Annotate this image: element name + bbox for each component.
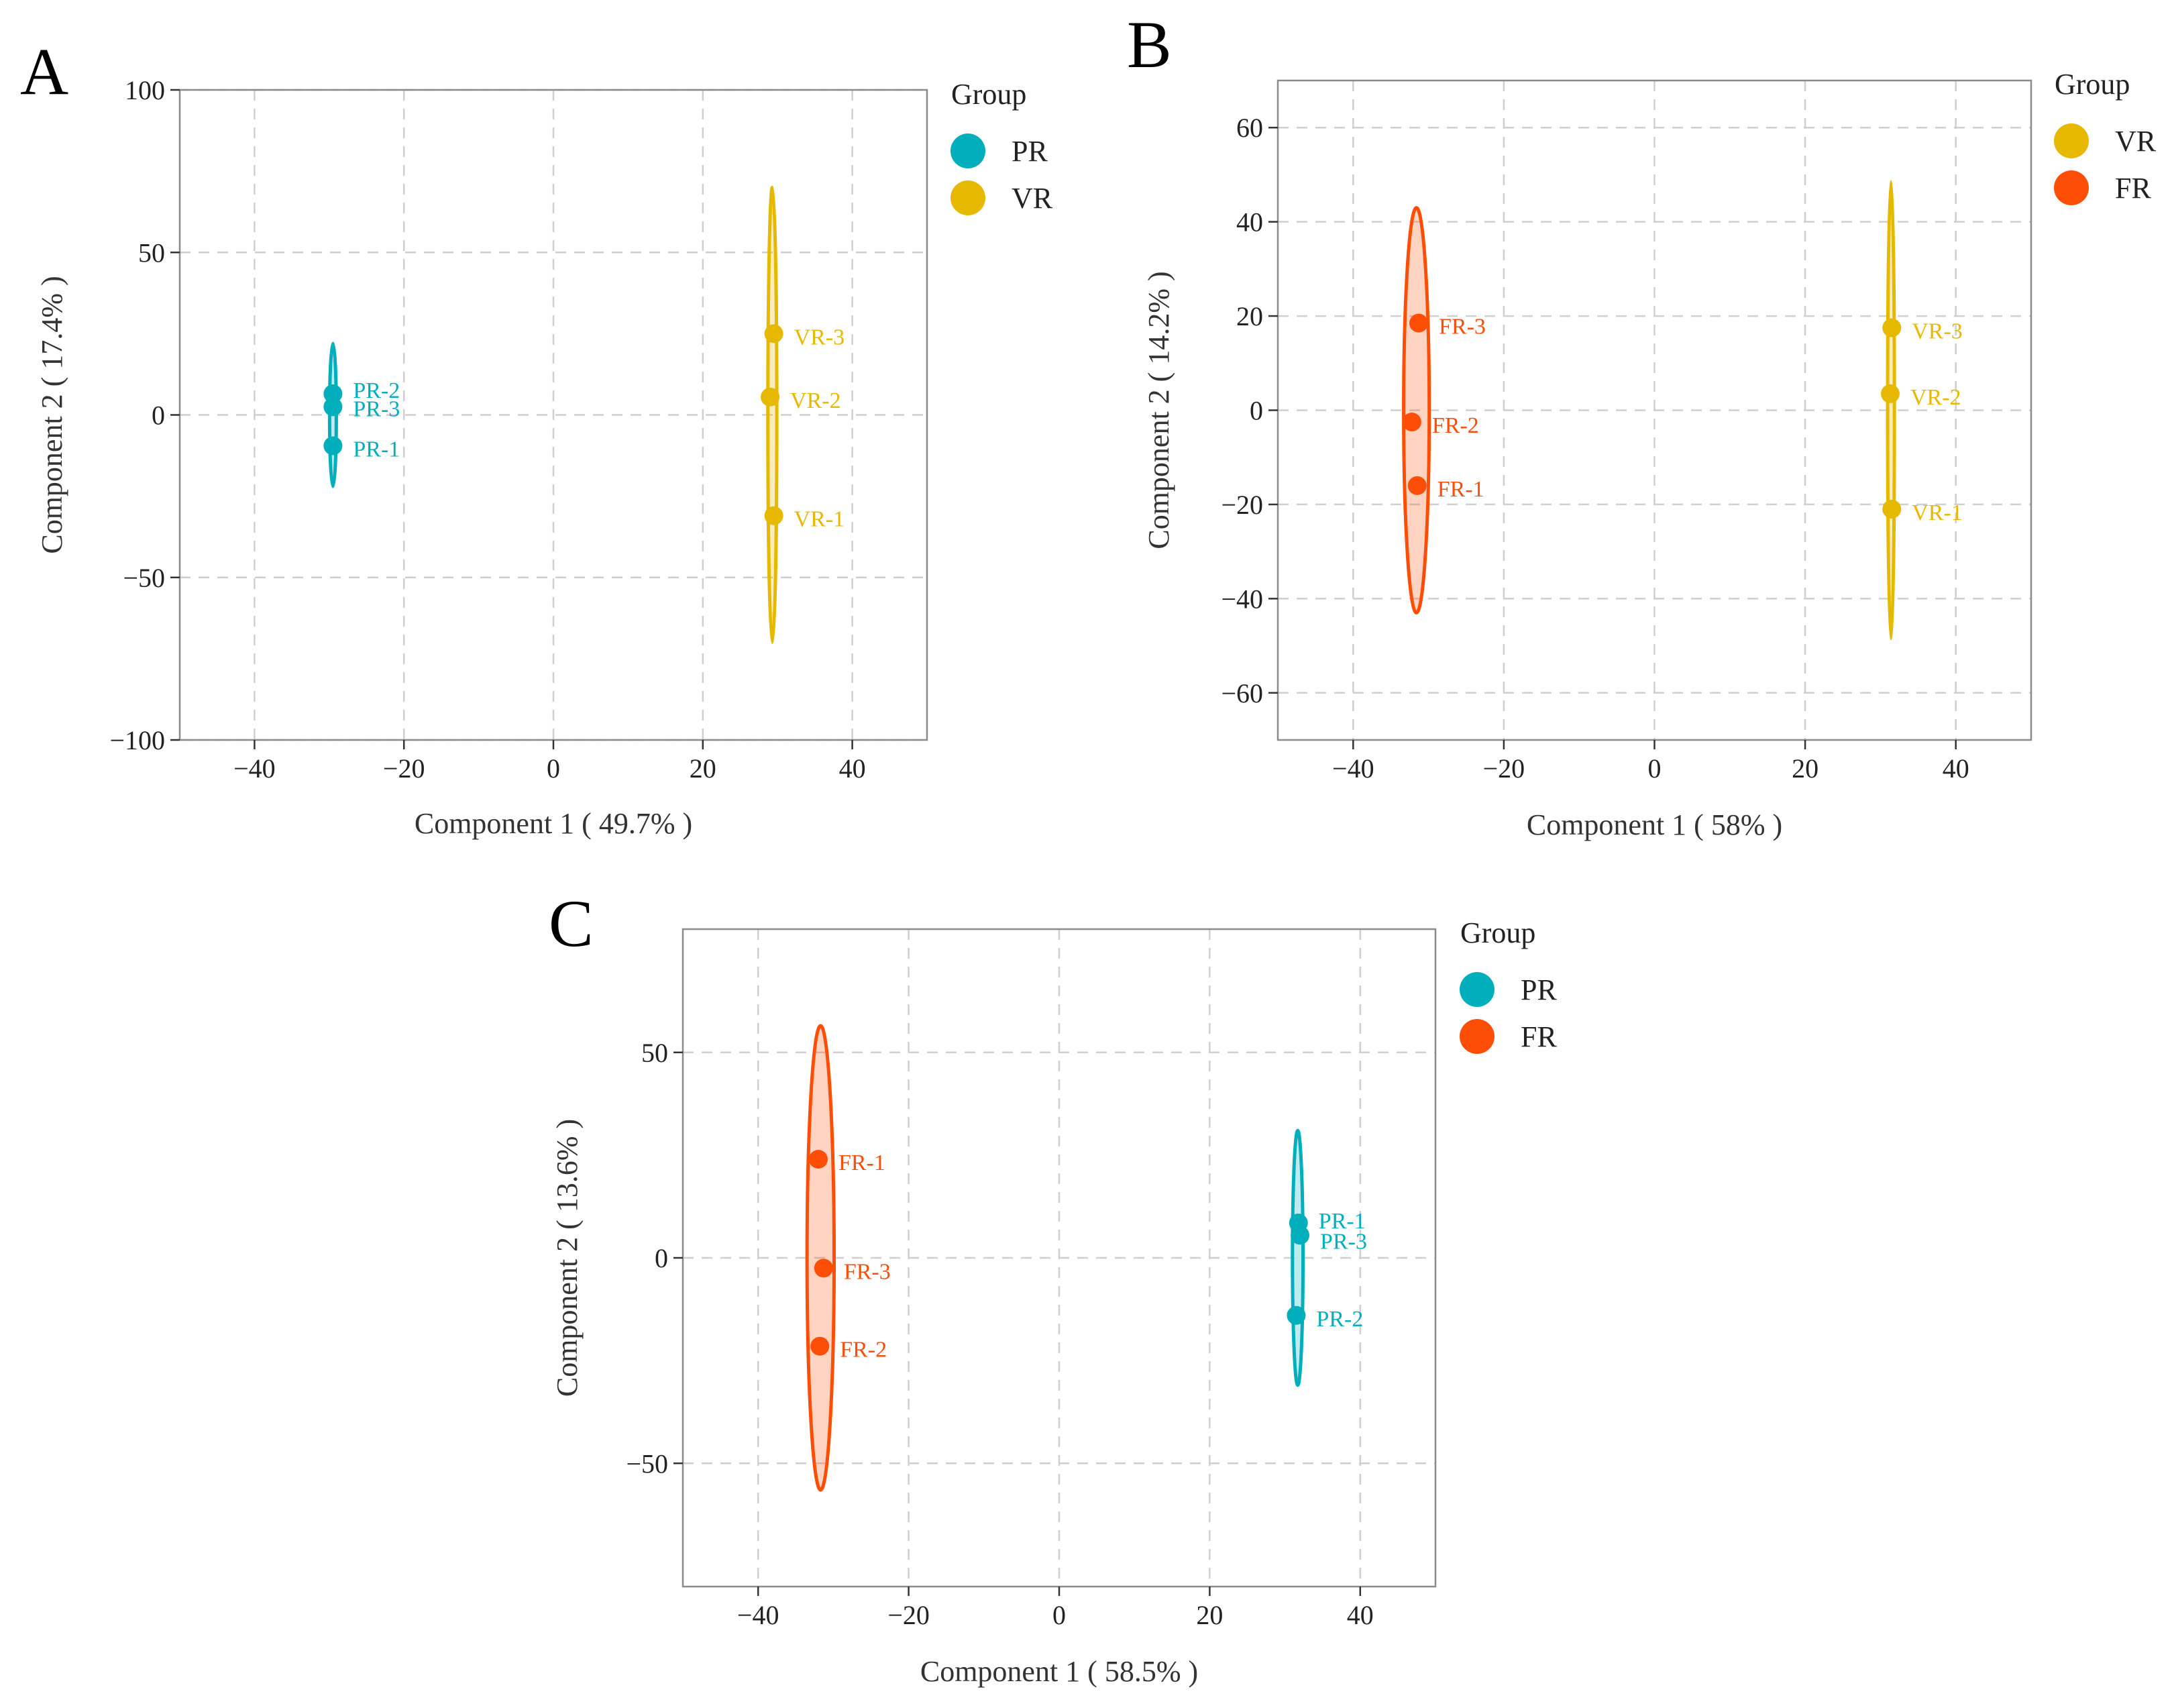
chart-1-legend-title: Group [2055, 68, 2130, 101]
chart-1-y-axis-label: Component 2 ( 14.2% ) [1142, 271, 1175, 549]
chart-0-point-pr-1 [323, 436, 343, 456]
chart-1-point-label-fr-2: FR-2 [1432, 413, 1479, 438]
chart-1-x-tick-label-2: 0 [1648, 753, 1662, 784]
chart-0-y-tick-label-2: 0 [152, 401, 165, 431]
chart-1-point-fr-3 [1409, 313, 1429, 333]
chart-2-point-fr-2 [810, 1336, 830, 1356]
chart-1-point-label-fr-3: FR-3 [1439, 315, 1486, 339]
chart-1-panel-label: B [1127, 7, 1172, 82]
chart-0-x-tick-label-2: 0 [547, 753, 560, 784]
chart-2-x-tick-label-3: 20 [1196, 1600, 1223, 1630]
chart-2-point-label-fr-2: FR-2 [840, 1338, 887, 1363]
chart-1-ellipse-vr [1886, 180, 1896, 641]
chart-1-y-tick-label-6: 60 [1236, 113, 1263, 143]
chart-0-x-tick-label-1: −20 [383, 753, 425, 784]
chart-1-y-tick-label-5: 40 [1236, 207, 1263, 237]
chart-0-legend-key-pr [950, 134, 985, 168]
chart-1-point-fr-1 [1407, 476, 1427, 495]
chart-0-point-label-vr-1: VR-1 [794, 507, 845, 532]
chart-0-ellipse-vr [766, 185, 779, 645]
chart-0-x-tick-label-3: 20 [690, 753, 716, 784]
chart-1-y-tick-label-4: 20 [1236, 301, 1263, 331]
chart-2-point-label-fr-3: FR-3 [844, 1259, 891, 1284]
chart-1-point-vr-3 [1882, 318, 1902, 337]
chart-0-y-tick-label-1: −50 [123, 563, 165, 593]
chart-2-legend-key-pr [1460, 972, 1494, 1007]
chart-2-legend-label-fr: FR [1521, 1020, 1557, 1053]
chart-1-y-tick-label-2: −20 [1221, 490, 1263, 520]
chart-1-x-tick-label-4: 40 [1943, 753, 1969, 784]
chart-2-y-tick-label-1: 0 [655, 1243, 668, 1273]
chart-0-point-vr-3 [764, 324, 783, 343]
chart-1-point-vr-1 [1882, 499, 1902, 519]
chart-2-point-pr-2 [1287, 1305, 1306, 1325]
chart-1-legend-key-fr [2054, 170, 2089, 205]
chart-0-point-vr-2 [761, 387, 780, 407]
chart-2-point-label-fr-1: FR-1 [838, 1151, 885, 1175]
chart-0-point-label-pr-1: PR-1 [353, 437, 400, 462]
chart-1-ellipse-fr [1402, 206, 1431, 615]
chart-2-point-label-pr-1: PR-1 [1319, 1209, 1366, 1234]
chart-2-panel-label: C [549, 886, 594, 961]
chart-1-point-label-vr-2: VR-2 [1910, 385, 1961, 410]
panel-c: C −40 −20 0 20 40 −50 0 50 Component 1 ( 58.5% ) C… [549, 886, 1557, 1688]
chart-1-x-tick-label-1: −20 [1483, 753, 1525, 784]
chart-1-x-tick-label-0: −40 [1332, 753, 1374, 784]
chart-2-legend-label-pr: PR [1521, 973, 1557, 1006]
chart-1-legend-key-vr [2054, 123, 2089, 158]
chart-2-x-tick-label-4: 40 [1347, 1600, 1374, 1630]
chart-2-y-axis-label: Component 2 ( 13.6% ) [551, 1119, 584, 1397]
chart-2-x-axis-label: Component 1 ( 58.5% ) [920, 1655, 1198, 1688]
panel-a: A −40 −20 0 20 40 −100 −50 0 50 100 Component 1 ( 4… [20, 34, 1053, 840]
chart-0-y-tick-label-4: 100 [125, 75, 165, 105]
chart-1-y-tick-label-1: −40 [1221, 584, 1263, 614]
chart-0-legend-key-vr [950, 180, 985, 215]
chart-1-y-tick-label-0: −60 [1221, 678, 1263, 708]
chart-0-legend-label-vr: VR [1012, 182, 1053, 215]
chart-0-point-vr-1 [764, 506, 783, 525]
chart-1-legend-label-fr: FR [2115, 172, 2151, 205]
chart-0-point-label-vr-3: VR-3 [794, 325, 845, 350]
chart-0-point-pr-3 [323, 397, 343, 417]
chart-0-point-label-pr-2: PR-2 [353, 378, 400, 403]
chart-0-y-tick-label-3: 50 [138, 237, 165, 268]
chart-1-point-label-vr-3: VR-3 [1912, 319, 1963, 344]
chart-2-x-tick-label-1: −20 [887, 1600, 930, 1630]
chart-1-point-label-vr-1: VR-1 [1912, 500, 1963, 525]
chart-0-x-tick-label-4: 40 [839, 753, 866, 784]
chart-2-point-fr-1 [808, 1150, 828, 1169]
chart-2-point-pr-3 [1291, 1226, 1310, 1245]
chart-0-legend-title: Group [951, 78, 1026, 111]
chart-2-legend-key-fr [1460, 1019, 1494, 1054]
chart-2-x-tick-label-0: −40 [737, 1600, 779, 1630]
chart-0-point-label-pr-3: PR-3 [353, 396, 400, 421]
chart-0-panel-label: A [20, 34, 68, 109]
chart-1-point-label-fr-1: FR-1 [1437, 477, 1484, 502]
chart-1-y-tick-label-3: 0 [1250, 396, 1263, 426]
chart-1-legend-label-vr: VR [2115, 125, 2157, 158]
chart-0-legend-label-pr: PR [1012, 135, 1048, 168]
chart-2-y-tick-label-0: −50 [626, 1448, 668, 1479]
chart-2-point-label-pr-2: PR-2 [1316, 1307, 1363, 1332]
chart-2-ellipse-fr [805, 1024, 836, 1492]
chart-2-point-fr-3 [814, 1259, 833, 1278]
chart-2-x-tick-label-2: 0 [1052, 1600, 1066, 1630]
chart-2-ellipse-pr [1291, 1128, 1305, 1387]
chart-0-point-label-vr-2: VR-2 [790, 388, 841, 413]
chart-2-y-tick-label-2: 50 [641, 1038, 668, 1068]
chart-1-x-tick-label-3: 20 [1792, 753, 1818, 784]
chart-1-x-axis-label: Component 1 ( 58% ) [1527, 808, 1782, 841]
chart-0-y-axis-label: Component 2 ( 17.4% ) [36, 276, 68, 553]
chart-0-y-tick-label-0: −100 [109, 725, 165, 755]
chart-1-point-fr-2 [1402, 413, 1421, 432]
chart-0-x-axis-label: Component 1 ( 49.7% ) [415, 807, 692, 840]
panel-b: B −40 −20 0 20 40 −60 −40 −20 0 20 40 60 Component 1 … [1127, 7, 2157, 841]
chart-0-point-pr-2 [323, 384, 343, 404]
chart-2-point-label-pr-3: PR-3 [1320, 1229, 1367, 1254]
chart-1-point-vr-2 [1880, 384, 1900, 403]
chart-2-legend-title: Group [1460, 916, 1535, 949]
chart-0-x-tick-label-0: −40 [233, 753, 276, 784]
